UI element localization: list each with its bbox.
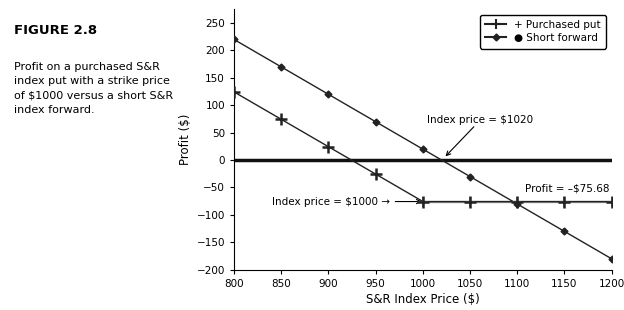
Text: Index price = $1020: Index price = $1020 bbox=[427, 115, 534, 156]
Text: Profit on a purchased S&R
index put with a strike price
of $1000 versus a short : Profit on a purchased S&R index put with… bbox=[14, 62, 173, 115]
Text: Index price = $1000 →: Index price = $1000 → bbox=[272, 197, 421, 206]
Legend: + Purchased put, ● Short forward: + Purchased put, ● Short forward bbox=[480, 15, 607, 48]
X-axis label: S&R Index Price ($): S&R Index Price ($) bbox=[366, 293, 480, 306]
Text: FIGURE 2.8: FIGURE 2.8 bbox=[14, 24, 97, 37]
Text: Profit = –$75.68: Profit = –$75.68 bbox=[525, 184, 609, 193]
Y-axis label: Profit ($): Profit ($) bbox=[179, 114, 192, 165]
